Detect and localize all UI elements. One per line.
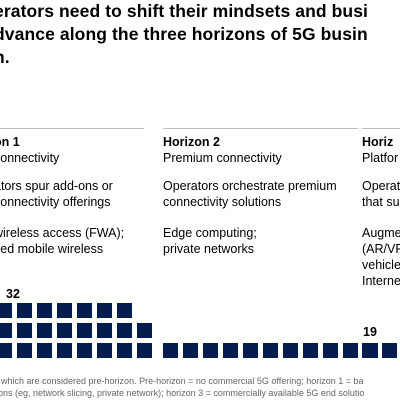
operator-square bbox=[37, 343, 52, 358]
title-line: n. bbox=[0, 47, 10, 67]
column-divider bbox=[163, 128, 358, 129]
column-divider bbox=[0, 128, 144, 129]
operator-square bbox=[37, 303, 52, 318]
operator-square bbox=[77, 323, 92, 338]
operator-square bbox=[17, 323, 32, 338]
description-line: connectivity offerings bbox=[0, 195, 111, 209]
operator-square bbox=[203, 343, 218, 358]
description-line: ators spur add-ons or bbox=[0, 179, 113, 193]
horizon-1-subtitle: connectivity bbox=[0, 151, 60, 165]
operator-square bbox=[283, 343, 298, 358]
horizon-2-examples: Edge computing; private networks bbox=[163, 225, 257, 257]
footnote-line: ions (eg, network slicing, private netwo… bbox=[0, 388, 365, 398]
operator-square bbox=[57, 343, 72, 358]
horizon-1-description: ators spur add-ons or connectivity offer… bbox=[0, 178, 113, 210]
example-line: wireless access (FWA); bbox=[0, 226, 125, 240]
horizon-1-name: on 1 bbox=[0, 135, 20, 149]
description-line: Operators orchestrate premium bbox=[163, 179, 337, 193]
example-line: vehicle bbox=[362, 258, 400, 272]
example-line: ced mobile wireless bbox=[0, 242, 104, 256]
operator-square bbox=[303, 343, 318, 358]
operator-square bbox=[117, 343, 132, 358]
operator-square bbox=[17, 343, 32, 358]
horizon-2-subtitle: Premium connectivity bbox=[163, 151, 282, 165]
example-line: Edge computing; bbox=[163, 226, 257, 240]
operator-square bbox=[382, 343, 397, 358]
operator-square bbox=[0, 323, 12, 338]
operator-square bbox=[97, 343, 112, 358]
operator-square bbox=[57, 303, 72, 318]
operator-square bbox=[77, 343, 92, 358]
operator-square bbox=[137, 323, 152, 338]
operator-square bbox=[183, 343, 198, 358]
column-divider bbox=[362, 128, 400, 129]
horizon-2-name: Horizon 2 bbox=[163, 135, 220, 149]
example-line: (AR/VR bbox=[362, 242, 400, 256]
operator-square bbox=[37, 323, 52, 338]
description-line: connectivity solutions bbox=[163, 195, 282, 209]
horizon-2-description: Operators orchestrate premium connectivi… bbox=[163, 178, 337, 210]
operator-square bbox=[137, 343, 152, 358]
horizon-3-column: Horiz Platfor Operat that su Augme (AR/V… bbox=[362, 128, 400, 288]
operator-square bbox=[0, 303, 12, 318]
operator-square bbox=[17, 303, 32, 318]
horizon-1-count-label: 32 bbox=[6, 287, 20, 301]
operator-square bbox=[323, 343, 338, 358]
description-line: Operat bbox=[362, 179, 400, 193]
operator-square bbox=[343, 343, 358, 358]
description-line: that su bbox=[362, 195, 400, 209]
operator-square bbox=[97, 323, 112, 338]
example-line: private networks bbox=[163, 242, 255, 256]
operator-square bbox=[57, 323, 72, 338]
chart-title: erators need to shift their mindsets and… bbox=[0, 0, 400, 69]
operator-square bbox=[362, 343, 377, 358]
horizon-2-count-label: 19 bbox=[363, 325, 377, 339]
footnote: f which are considered pre-horizon. Pre-… bbox=[0, 375, 400, 399]
footnote-line: f which are considered pre-horizon. Pre-… bbox=[0, 376, 364, 386]
horizon-3-name: Horiz bbox=[362, 135, 394, 149]
operator-square bbox=[97, 303, 112, 318]
operator-square bbox=[0, 343, 12, 358]
horizon-3-examples: Augme (AR/VR vehicle Interne bbox=[362, 225, 400, 288]
operator-square bbox=[117, 303, 132, 318]
example-line: Augme bbox=[362, 226, 400, 240]
operator-square bbox=[163, 343, 178, 358]
title-line: dvance along the three horizons of 5G bu… bbox=[0, 24, 368, 44]
example-line: Interne bbox=[362, 274, 400, 288]
horizon-3-subtitle: Platfor bbox=[362, 151, 399, 165]
operator-square bbox=[243, 343, 258, 358]
horizon-1-examples: wireless access (FWA); ced mobile wirele… bbox=[0, 225, 124, 257]
operator-square bbox=[77, 303, 92, 318]
title-line: erators need to shift their mindsets and… bbox=[0, 1, 369, 21]
horizon-3-description: Operat that su bbox=[362, 178, 400, 210]
operator-square bbox=[263, 343, 278, 358]
operator-square bbox=[117, 323, 132, 338]
operator-square bbox=[223, 343, 238, 358]
